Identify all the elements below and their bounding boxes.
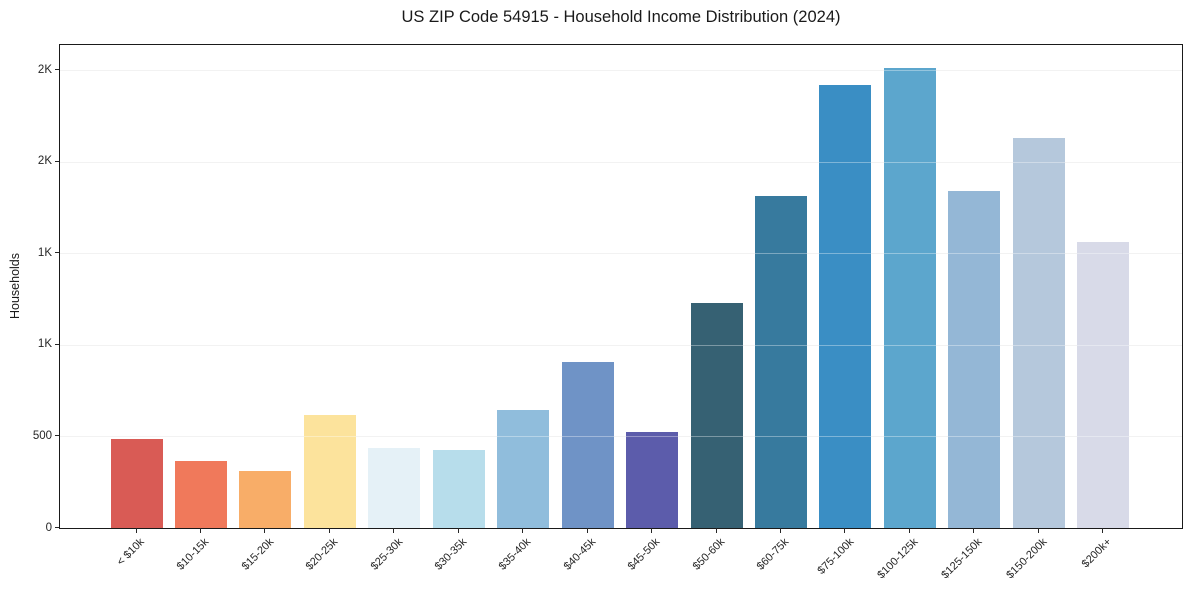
bar-30-35k [432, 450, 485, 528]
y-tick-mark-2500 [55, 69, 59, 71]
y-tick-label-1500: 1K [37, 246, 52, 259]
bar-40-45k [561, 361, 614, 528]
x-tick-label-30-35k: $30-35k [432, 536, 470, 573]
gridline-1500 [60, 253, 1182, 255]
x-tick-label-150-200k: $150-200k [1004, 536, 1050, 582]
x-tick-label-45-50k: $45-50k [625, 536, 663, 573]
x-tick-label-50-60k: $50-60k [690, 536, 728, 573]
x-tick-mark-15-20k [264, 528, 266, 533]
x-tick-label-10-15k: $10-15k [174, 536, 212, 573]
x-tick-mark-35-40k [522, 528, 524, 533]
gridline-2500 [60, 70, 1182, 72]
y-tick-label-2000: 2K [37, 155, 52, 168]
gridline-2000 [60, 161, 1182, 163]
bar-20-25k [303, 414, 356, 528]
bar-150-200k [1012, 137, 1065, 528]
bar-25-30k [368, 447, 421, 528]
bar-45-50k [626, 432, 679, 528]
gridline-2500 [60, 70, 1182, 72]
x-tick-label-35-40k: $35-40k [497, 536, 534, 573]
x-tick-label-60-75k: $60-75k [754, 536, 792, 573]
bar-60-75k [755, 195, 807, 528]
y-tick-label-2500: 2K [37, 63, 52, 76]
x-tick-label-20-25k: $20-25k [303, 536, 341, 573]
x-tick-mark-25-30k [393, 528, 395, 533]
x-tick-mark-10-15k [199, 528, 201, 533]
x-tick-label-25-30k: $25-30k [368, 536, 405, 573]
x-tick-label-200kplus: $200k+ [1079, 536, 1114, 571]
x-tick-label-125-150k: $125-150k [939, 536, 985, 582]
plot-area [59, 44, 1183, 529]
bar-15-20k [239, 470, 292, 528]
bar-35-40k [497, 410, 550, 528]
x-tick-mark-60-75k [780, 528, 781, 533]
gridline-1000 [60, 344, 1182, 346]
gridline-500 [60, 436, 1182, 438]
y-axis-title: Households [8, 252, 22, 320]
x-tick-mark-100-125k [908, 528, 910, 533]
bar-10k [110, 438, 163, 528]
y-tick-mark-1500 [55, 252, 59, 254]
x-tick-mark-10k [135, 528, 137, 533]
gridline-1500 [60, 253, 1182, 255]
gridline-2000 [60, 161, 1182, 163]
bar-125-150k [948, 190, 1001, 528]
bar-50-60k [690, 302, 743, 528]
x-tick-mark-30-35k [457, 528, 459, 533]
x-tick-mark-75-100k [844, 528, 846, 533]
y-tick-label-1000: 1K [37, 338, 52, 351]
bar-200kplus [1077, 241, 1130, 528]
x-tick-label-100-125k: $100-125k [875, 536, 921, 582]
y-tick-mark-0 [55, 527, 59, 528]
x-tick-label-40-45k: $40-45k [561, 536, 599, 573]
x-tick-mark-150-200k [1037, 528, 1039, 533]
y-tick-mark-1000 [55, 343, 59, 345]
bar-75-100k [819, 85, 872, 528]
x-tick-mark-40-45k [586, 528, 588, 533]
y-tick-mark-500 [55, 435, 59, 437]
bar-10-15k [174, 461, 227, 528]
chart-title: US ZIP Code 54915 - Household Income Dis… [401, 8, 841, 26]
x-tick-mark-200kplus [1102, 528, 1104, 533]
y-tick-label-0: 0 [45, 521, 52, 534]
x-tick-label-75-100k: $75-100k [814, 536, 856, 577]
x-tick-label-15-20k: $15-20k [239, 536, 276, 573]
y-tick-mark-2000 [55, 160, 59, 162]
x-tick-label-10k: < $10k [114, 536, 147, 569]
x-tick-mark-45-50k [651, 528, 653, 533]
bar-100-125k [883, 68, 936, 528]
x-tick-mark-125-150k [973, 528, 975, 533]
x-tick-mark-50-60k [715, 528, 717, 533]
gridline-500 [60, 436, 1182, 438]
gridline-1000 [60, 344, 1182, 346]
x-tick-mark-20-25k [328, 528, 330, 533]
y-tick-label-500: 500 [32, 429, 52, 442]
